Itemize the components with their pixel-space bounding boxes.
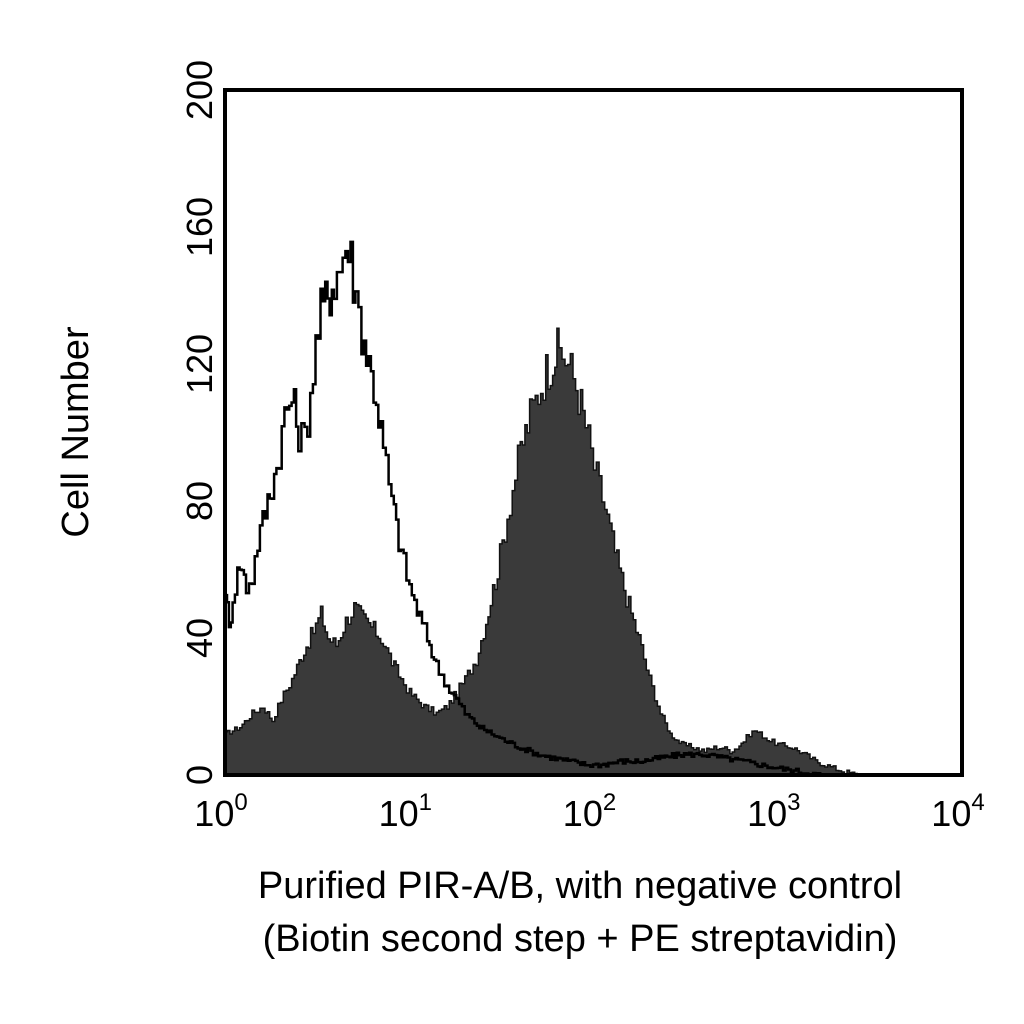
x-tick-labels: 100 101 102 103 104 (194, 789, 984, 834)
x-tick-label: 103 (747, 789, 800, 834)
x-axis-title-line2: (Biotin second step + PE streptavidin) (263, 918, 898, 960)
plot-frame (223, 88, 964, 777)
y-axis-title: Cell Number (55, 326, 97, 538)
y-tick-label: 160 (179, 197, 220, 257)
y-tick-label: 80 (179, 481, 220, 521)
y-tick-label: 40 (179, 618, 220, 658)
series-layer (223, 240, 858, 777)
x-tick-label: 104 (931, 789, 984, 834)
series-filled-histogram (224, 327, 858, 776)
series-outline-histogram (223, 240, 822, 777)
y-tick-label: 200 (179, 60, 220, 120)
x-tick-label: 102 (563, 789, 616, 834)
x-tick-label: 100 (194, 789, 247, 834)
x-axis-title-line1: Purified PIR-A/B, with negative control (258, 865, 902, 907)
x-tick-label: 101 (379, 789, 432, 834)
y-tick-label: 0 (179, 765, 220, 785)
y-tick-label: 120 (179, 334, 220, 394)
y-tick-labels: 0 40 80 120 160 200 (179, 60, 220, 785)
